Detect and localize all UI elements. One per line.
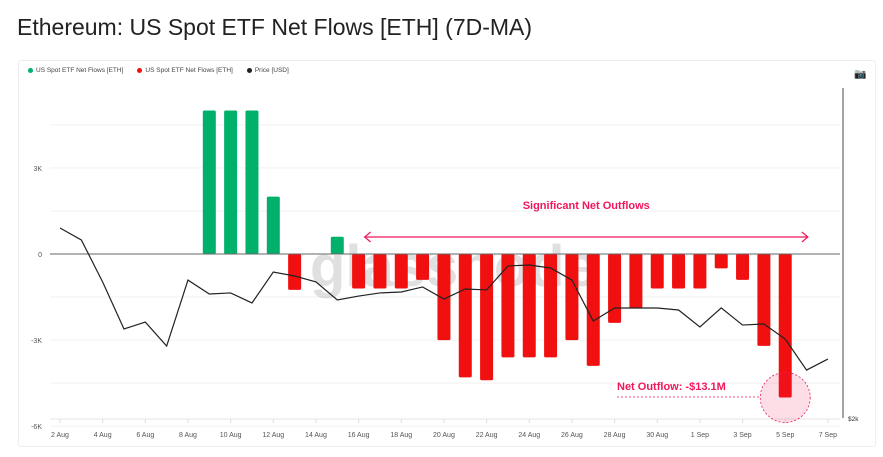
bar-27-Aug <box>586 254 600 366</box>
legend: US Spot ETF Net Flows [ETH] US Spot ETF … <box>28 67 289 74</box>
legend-item-price[interactable]: Price [USD] <box>246 67 289 74</box>
bar-16-Aug <box>352 254 366 289</box>
bar-11-Aug <box>245 110 259 254</box>
bar-13-Aug <box>288 254 302 290</box>
y2-tick-label: $2k <box>848 416 859 423</box>
x-tick-label: 6 Aug <box>136 432 154 439</box>
y-tick-label: -3K <box>31 338 42 345</box>
legend-item-inflows[interactable]: US Spot ETF Net Flows [ETH] <box>28 67 123 74</box>
x-tick-label: 14 Aug <box>305 432 327 439</box>
chart-card <box>18 60 876 447</box>
x-tick-label: 7 Sep <box>819 432 837 439</box>
x-tick-label: 12 Aug <box>262 432 284 439</box>
x-tick-label: 20 Aug <box>433 432 455 439</box>
y-tick-label: 0 <box>38 252 42 259</box>
bar-26-Aug <box>565 254 579 341</box>
point-annotation-label: Net Outflow: -$13.1M <box>617 381 726 393</box>
x-tick-label: 2 Aug <box>51 432 69 439</box>
price-line <box>59 227 829 371</box>
x-tick-label: 10 Aug <box>220 432 242 439</box>
bar-9-Aug <box>202 110 216 254</box>
arrow-right-icon <box>801 231 809 243</box>
range-annotation-label: Significant Net Outflows <box>523 200 650 212</box>
bar-15-Aug <box>330 236 344 254</box>
bar-29-Aug <box>629 254 643 309</box>
bar-5-Sep <box>778 254 792 398</box>
x-tick-label: 22 Aug <box>476 432 498 439</box>
legend-label: US Spot ETF Net Flows [ETH] <box>36 67 124 74</box>
bar-2-Sep <box>714 254 728 269</box>
bar-1-Sep <box>693 254 707 289</box>
y-tick-label: 3K <box>33 166 42 173</box>
bar-23-Aug <box>501 254 515 358</box>
bar-20-Aug <box>437 254 451 341</box>
x-tick-label: 5 Sep <box>776 432 794 439</box>
bar-3-Sep <box>736 254 750 280</box>
bar-4-Sep <box>757 254 771 346</box>
x-tick-label: 8 Aug <box>179 432 197 439</box>
x-tick-label: 16 Aug <box>348 432 370 439</box>
bar-25-Aug <box>544 254 558 358</box>
bar-22-Aug <box>480 254 494 381</box>
x-tick-label: 18 Aug <box>390 432 412 439</box>
legend-label: US Spot ETF Net Flows [ETH] <box>145 67 233 74</box>
legend-label: Price [USD] <box>254 67 289 74</box>
bar-31-Aug <box>672 254 686 289</box>
x-tick-label: 4 Aug <box>94 432 112 439</box>
x-tick-label: 24 Aug <box>518 432 540 439</box>
arrow-left-icon <box>363 231 372 243</box>
legend-dot <box>28 68 33 73</box>
bar-19-Aug <box>416 254 430 280</box>
x-tick-label: 28 Aug <box>604 432 626 439</box>
bar-10-Aug <box>224 110 238 254</box>
bar-28-Aug <box>608 254 622 323</box>
x-tick-label: 26 Aug <box>561 432 583 439</box>
chart-title: Ethereum: US Spot ETF Net Flows [ETH] (7… <box>17 14 533 40</box>
x-tick-label: 1 Sep <box>691 432 709 439</box>
legend-dot <box>137 68 143 73</box>
bar-24-Aug <box>522 254 536 358</box>
bar-30-Aug <box>650 254 664 289</box>
legend-dot <box>246 68 252 73</box>
bar-17-Aug <box>373 254 387 289</box>
x-tick-label: 30 Aug <box>646 432 668 439</box>
camera-icon[interactable]: 📷 <box>854 69 867 80</box>
bar-21-Aug <box>458 254 472 378</box>
highlight-circle <box>759 372 811 423</box>
bar-12-Aug <box>266 196 280 254</box>
x-tick-label: 3 Sep <box>733 432 751 439</box>
legend-item-outflows[interactable]: US Spot ETF Net Flows [ETH] <box>137 67 233 74</box>
y-tick-label: -6K <box>31 424 42 431</box>
bar-18-Aug <box>394 254 408 289</box>
